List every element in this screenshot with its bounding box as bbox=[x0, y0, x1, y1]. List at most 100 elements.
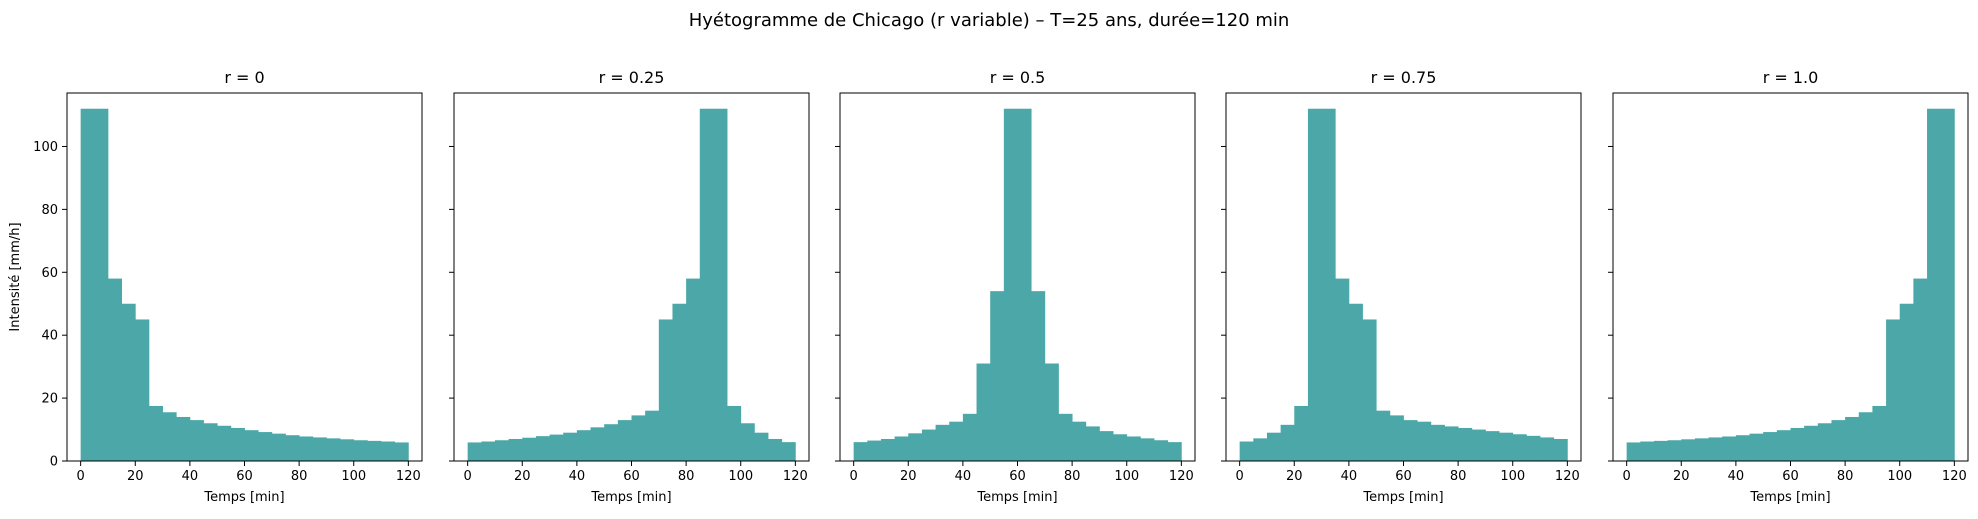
bar bbox=[921, 429, 936, 461]
bar bbox=[549, 434, 564, 461]
y-axis-label: Intensité [mm/h] bbox=[8, 222, 23, 331]
figure-title: Hyétogramme de Chicago (r variable) – T=… bbox=[689, 10, 1290, 31]
bar bbox=[1444, 426, 1459, 461]
x-tick-label: 120 bbox=[396, 469, 421, 484]
y-tick-label: 40 bbox=[41, 329, 58, 344]
subplot-5: 0 20 40 60 80 100 120 r = 1.0 Temps [min] bbox=[1608, 68, 1969, 505]
bar bbox=[94, 108, 109, 461]
bar bbox=[1845, 416, 1860, 461]
x-tick-label: 120 bbox=[1942, 469, 1967, 484]
bar bbox=[604, 424, 619, 461]
x-tick-label: 100 bbox=[1500, 469, 1525, 484]
bar bbox=[494, 440, 510, 461]
bar bbox=[1031, 291, 1046, 461]
x-axis-label: Temps [min] bbox=[976, 490, 1057, 505]
bar bbox=[1072, 421, 1087, 461]
bar bbox=[162, 412, 177, 461]
bar bbox=[1872, 405, 1887, 461]
bar bbox=[1626, 442, 1641, 461]
bar bbox=[1735, 435, 1750, 461]
bar bbox=[1321, 108, 1336, 461]
bar bbox=[935, 424, 950, 461]
x-tick-label: 120 bbox=[783, 469, 808, 484]
bar bbox=[1776, 430, 1791, 461]
bar bbox=[576, 430, 591, 461]
bar bbox=[1294, 405, 1309, 461]
bar bbox=[1140, 438, 1155, 461]
bar bbox=[727, 405, 742, 461]
x-tick-label: 40 bbox=[569, 469, 586, 484]
subplot-title: r = 0.5 bbox=[990, 68, 1046, 87]
bar bbox=[686, 278, 701, 461]
x-axis-label: Temps [min] bbox=[203, 490, 284, 505]
bar bbox=[340, 439, 355, 461]
bar bbox=[1526, 435, 1541, 461]
bar bbox=[1113, 434, 1128, 461]
bar bbox=[1403, 420, 1418, 461]
bar bbox=[1553, 438, 1568, 461]
bar bbox=[990, 291, 1005, 461]
bar bbox=[645, 410, 660, 461]
bar bbox=[353, 440, 368, 461]
subplot-4: 0 20 40 60 80 100 120 r = 0.75 Temps [min] bbox=[1221, 68, 1582, 505]
bar bbox=[1280, 424, 1295, 461]
x-tick-label: 0 bbox=[77, 469, 85, 484]
bar bbox=[1512, 434, 1527, 461]
bar bbox=[1307, 108, 1322, 461]
bar bbox=[867, 440, 882, 461]
x-tick-label: 80 bbox=[1450, 469, 1467, 484]
subplot-3: 0 20 40 60 80 100 120 r = 0.5 Temps [min] bbox=[835, 68, 1196, 505]
bar bbox=[508, 438, 523, 461]
x-tick-label: 20 bbox=[900, 469, 917, 484]
bar bbox=[1389, 415, 1404, 461]
subplot-2: 0 20 40 60 80 100 120 r = 0.25 Temps [min] bbox=[449, 68, 810, 505]
bar bbox=[1831, 420, 1846, 461]
bar bbox=[1167, 442, 1182, 461]
x-axis-label: Temps [min] bbox=[1362, 490, 1443, 505]
bar bbox=[1749, 433, 1764, 461]
bar bbox=[217, 425, 232, 461]
bar bbox=[1003, 108, 1018, 461]
bar bbox=[713, 108, 728, 461]
x-tick-label: 60 bbox=[236, 469, 253, 484]
bar bbox=[481, 441, 496, 461]
bar bbox=[381, 441, 396, 461]
bar bbox=[1913, 278, 1928, 461]
bar bbox=[949, 421, 964, 461]
axes-frame bbox=[1225, 92, 1582, 462]
bar bbox=[1376, 410, 1391, 461]
bar bbox=[258, 432, 273, 461]
bar bbox=[1790, 427, 1805, 461]
bar bbox=[1722, 436, 1737, 461]
x-tick-label: 60 bbox=[623, 469, 640, 484]
bar bbox=[522, 437, 537, 461]
bar bbox=[1653, 440, 1669, 461]
x-tick-label: 20 bbox=[1286, 469, 1303, 484]
bar bbox=[1927, 108, 1942, 461]
bar bbox=[1266, 432, 1282, 461]
bar bbox=[230, 427, 245, 461]
bar bbox=[658, 319, 673, 461]
bar bbox=[672, 303, 687, 461]
bar bbox=[754, 432, 769, 461]
y-tick-label: 80 bbox=[41, 203, 58, 218]
bar bbox=[1804, 425, 1819, 461]
x-tick-label: 100 bbox=[1887, 469, 1912, 484]
bar bbox=[467, 442, 482, 461]
y-tick-label: 100 bbox=[33, 140, 58, 155]
bar bbox=[299, 436, 314, 461]
axes-frame bbox=[453, 92, 810, 462]
bar bbox=[1499, 432, 1514, 461]
bar bbox=[148, 405, 163, 461]
bar bbox=[176, 416, 191, 461]
x-axis-label: Temps [min] bbox=[590, 490, 671, 505]
x-tick-label: 0 bbox=[850, 469, 858, 484]
bar bbox=[1430, 424, 1445, 461]
bar bbox=[367, 440, 382, 461]
subplot-title: r = 0.75 bbox=[1371, 68, 1437, 87]
bar bbox=[1335, 278, 1350, 461]
x-tick-label: 40 bbox=[182, 469, 199, 484]
x-tick-label: 20 bbox=[1673, 469, 1690, 484]
x-tick-label: 60 bbox=[1395, 469, 1412, 484]
